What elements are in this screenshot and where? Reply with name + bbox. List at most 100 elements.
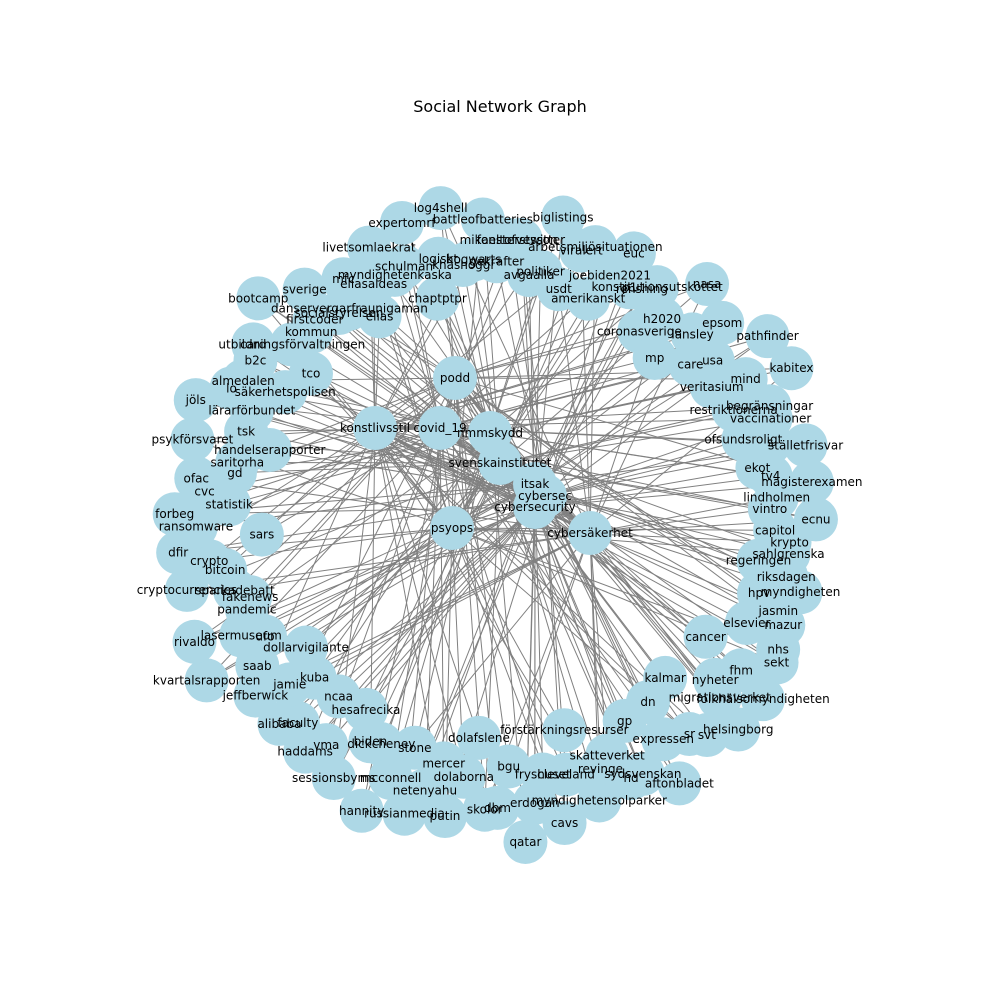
graph-node: [641, 717, 686, 762]
graph-node-label: schulman: [375, 260, 433, 274]
edge: [241, 506, 536, 636]
graph-node-label: sverige: [283, 283, 327, 297]
graph-node-label: nasa: [693, 277, 722, 291]
graph-node-label: amerikanskt: [551, 292, 626, 306]
graph-node-label: pathfinder: [736, 329, 798, 343]
edge: [499, 462, 600, 801]
graph-node-label: sparkadebatt: [195, 583, 275, 597]
graph-node-label: avgaalla: [504, 268, 555, 282]
graph-node-label: ncaa: [324, 689, 353, 703]
graph-node-label: jamie: [272, 677, 306, 691]
graph-node: [456, 715, 501, 760]
graph-node-label: euc: [623, 246, 645, 260]
graph-node: [236, 276, 281, 321]
graph-node-label: veritasium: [680, 380, 744, 394]
graph-node-label: sars: [249, 528, 274, 542]
graph-node: [542, 708, 587, 753]
graph-node-label: folkhälsomyndigheten: [696, 692, 829, 706]
edge: [544, 495, 790, 543]
graph-node-label: joebiden2021: [568, 268, 651, 282]
graph-node-label: dolaborna: [434, 770, 494, 784]
graph-node-label: hesafrecika: [331, 703, 400, 717]
graph-node-label: epsom: [702, 316, 742, 330]
graph-node-label: rivaldo: [174, 635, 215, 649]
edge: [589, 497, 777, 534]
graph-hub-node-label: covid_19: [413, 421, 466, 435]
graph-node-label: mazur: [764, 618, 802, 632]
graph-node-label: danservergarfraunigaman: [271, 302, 428, 316]
edge: [454, 330, 640, 379]
graph-node-label: mfc: [332, 272, 355, 286]
graph-node-label: hd: [623, 771, 638, 785]
edge: [338, 506, 536, 697]
graph-node-label: dbm: [484, 801, 511, 815]
graph-node-label: russianmedia: [364, 807, 445, 821]
edge: [208, 427, 376, 562]
graph-hub-node-label: nmmskydd: [457, 426, 523, 440]
graph-node-label: cleveland: [537, 768, 595, 782]
graph-node-label: hannity: [339, 804, 384, 818]
graph-node: [173, 378, 218, 423]
graph-node: [231, 322, 276, 367]
graph-node: [267, 662, 312, 707]
graph-node-label: elias: [366, 309, 394, 323]
graph-node-label: tsk: [237, 425, 255, 439]
graph-node-label: renshing: [616, 282, 668, 296]
graph-node: [789, 460, 834, 505]
graph-node-label: khashoggi: [432, 258, 494, 272]
graph-node-label: crypto: [190, 554, 228, 568]
graph-node-label: migrationsverket: [669, 691, 771, 705]
edge: [209, 527, 453, 562]
graph-node-label: b2c: [245, 354, 267, 368]
graph-node: [498, 217, 543, 262]
graph-node-label: capitol: [755, 523, 795, 537]
graph-node-label: socialstyrelsen: [294, 306, 383, 320]
graph-node-label: psykförsvaret: [151, 433, 233, 447]
graph-node-label: kabitex: [769, 361, 813, 375]
graph-node-label: usa: [702, 354, 723, 368]
graph-node-label: card: [240, 337, 266, 351]
graph-node-label: förstärkningsresurser: [500, 723, 629, 737]
graph-node-label: sr: [684, 727, 695, 741]
graph-node-label: politiker: [516, 265, 565, 279]
graph-node-label: h2020: [643, 312, 681, 326]
graph-node-label: konstitutionsutskottet: [592, 280, 724, 294]
graph-node: [339, 788, 384, 833]
graph-node: [382, 244, 427, 289]
graph-node-label: saab: [243, 659, 272, 673]
graph-node-label: myndighetensolparker: [532, 793, 667, 807]
graph-node-label: ställetfrisvar: [768, 438, 843, 452]
graph-node-label: mind: [731, 372, 761, 386]
graph-node-label: bitcoin: [205, 563, 246, 577]
graph-node-label: firstcoder: [286, 312, 343, 326]
graph-node-label: ufo: [255, 629, 274, 643]
graph-node-label: cvc: [194, 484, 214, 498]
graph-hub-node-label: itsak: [521, 477, 550, 491]
edge: [454, 377, 779, 612]
graph-node-label: nhs: [767, 642, 788, 656]
graph-node-label: biglistings: [533, 211, 594, 225]
graph-node-label: viralert: [560, 244, 603, 258]
graph-node-label: sahlgrenska: [752, 547, 824, 561]
graph-node-label: cancer: [685, 630, 726, 644]
graph-node-label: skatteverket: [570, 749, 645, 763]
graph-node-label: putin: [430, 809, 461, 823]
graph-node-label: vma: [313, 738, 339, 752]
graph-node-label: dollarvigilante: [263, 641, 349, 655]
graph-node: [541, 195, 586, 240]
graph-node-label: tco: [302, 366, 321, 380]
graph-node-label: gp: [617, 714, 632, 728]
graph-node: [724, 601, 769, 646]
graph-node-label: expressen: [633, 732, 694, 746]
edge: [454, 377, 784, 626]
graph-node-label: restriktionerna: [689, 403, 777, 417]
graph-node-label: ofac: [184, 471, 210, 485]
graph-node-label: magisterexamen: [761, 475, 862, 489]
graph-node-label: elsevier: [723, 616, 770, 630]
edge: [439, 427, 445, 764]
graph-node-label: kommun: [285, 325, 337, 339]
graph-node-label: arbetsmiljösituationen: [528, 240, 663, 254]
graph-node-label: lo: [226, 381, 237, 395]
graph-node: [283, 625, 328, 670]
graph-node: [745, 314, 790, 359]
